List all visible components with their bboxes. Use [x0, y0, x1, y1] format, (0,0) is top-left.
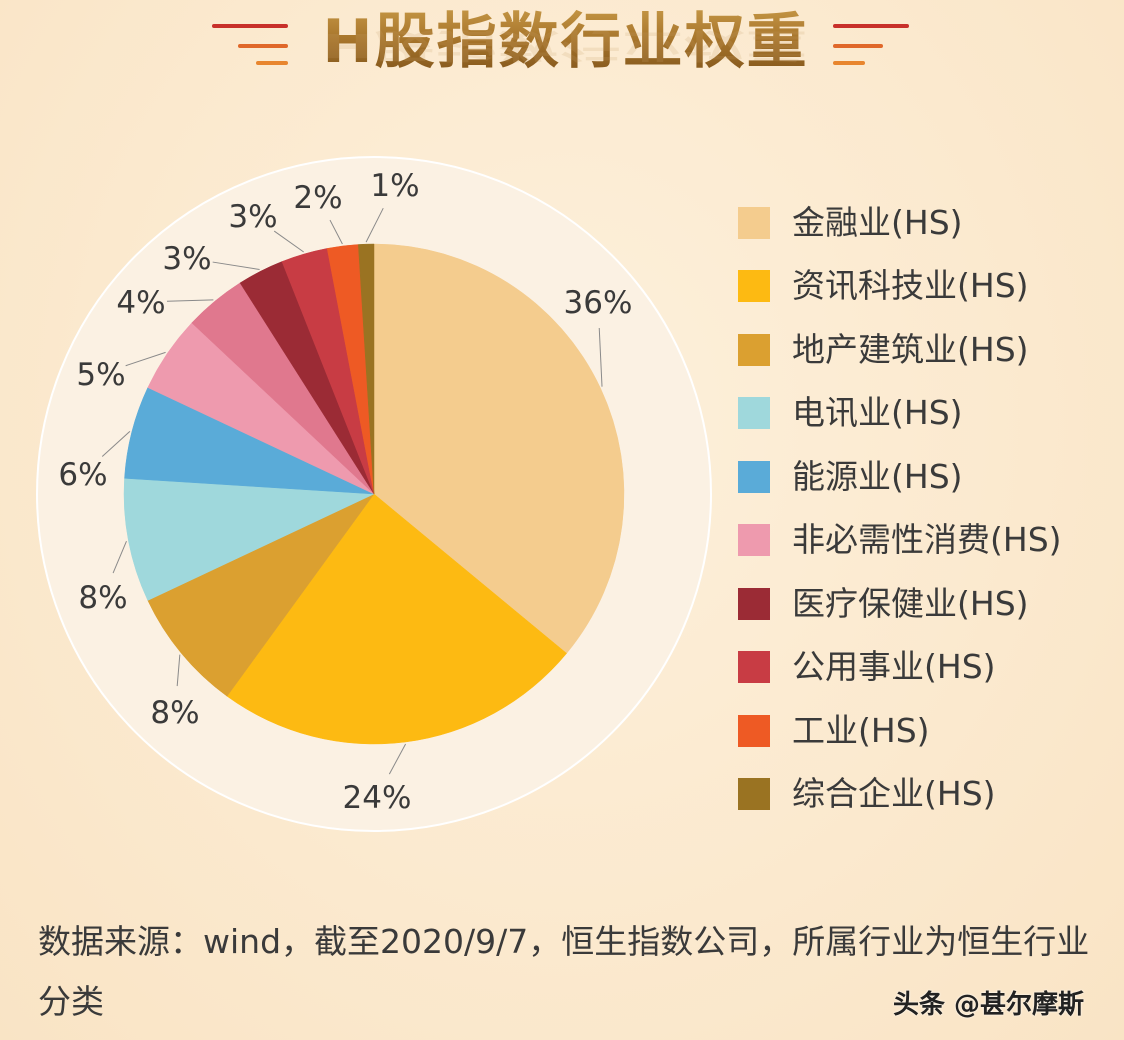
legend-label: 能源业(HS)	[792, 456, 963, 496]
leader-line	[598, 327, 603, 387]
legend-swatch	[738, 270, 770, 303]
title-decor-line-left-2	[238, 44, 288, 48]
legend-label: 电讯业(HS)	[792, 393, 963, 433]
legend-item: 公用事业(HS)	[738, 636, 1062, 700]
legend-label: 地产建筑业(HS)	[792, 329, 1029, 369]
slice-percent-label: 36%	[564, 285, 633, 321]
pie-slice	[123, 478, 375, 601]
legend-item: 综合企业(HS)	[738, 763, 1062, 827]
page-title: H股指数行业权重	[318, 4, 813, 80]
legend-label: 金融业(HS)	[792, 202, 963, 242]
title-decor-line-left-3	[256, 61, 288, 65]
legend-swatch	[738, 460, 770, 493]
legend-item: 医疗保健业(HS)	[738, 572, 1062, 636]
leader-line	[112, 541, 127, 574]
legend-swatch	[738, 333, 770, 366]
legend-label: 非必需性消费(HS)	[792, 520, 1062, 560]
legend-item: 非必需性消费(HS)	[738, 509, 1062, 573]
title-decor-line-right-1	[833, 24, 909, 28]
leader-line	[212, 261, 260, 270]
slice-percent-label: 3%	[228, 199, 277, 235]
leader-line	[101, 430, 131, 457]
source-note: 数据来源：wind，截至2020/9/7，恒生指数公司，所属行业为恒生行业分类	[38, 922, 1090, 1021]
slice-percent-label: 4%	[116, 285, 165, 321]
legend-label: 资讯科技业(HS)	[792, 266, 1029, 306]
legend-swatch	[738, 714, 770, 747]
legend-item: 资讯科技业(HS)	[738, 255, 1062, 319]
legend-swatch	[738, 206, 770, 239]
legend-label: 医疗保健业(HS)	[792, 583, 1029, 623]
slice-percent-label: 8%	[78, 580, 127, 616]
legend-label: 工业(HS)	[792, 710, 930, 750]
title-decor-line-right-2	[833, 44, 883, 48]
legend-swatch	[738, 778, 770, 811]
leader-line	[176, 654, 181, 687]
leader-line	[125, 351, 166, 367]
pie-slice	[358, 243, 375, 495]
slice-percent-label: 24%	[343, 780, 412, 816]
legend-item: 工业(HS)	[738, 699, 1062, 763]
legend-item: 金融业(HS)	[738, 191, 1062, 255]
title-decor-line-right-3	[833, 61, 865, 65]
legend-label: 综合企业(HS)	[792, 774, 996, 814]
watermark: 头条 @甚尔摩斯	[893, 990, 1085, 1020]
slice-percent-label: 5%	[76, 357, 125, 393]
slice-percent-label: 1%	[370, 168, 419, 204]
legend-item: 能源业(HS)	[738, 445, 1062, 509]
slice-percent-label: 6%	[58, 457, 107, 493]
pie-chart-svg: 36% 24% 8% 8% 6% 5% 4% 3% 3% 2% 1%	[36, 156, 712, 832]
leader-line	[166, 299, 214, 302]
pie-slice	[373, 243, 625, 654]
legend-item: 电讯业(HS)	[738, 382, 1062, 446]
legend-swatch	[738, 587, 770, 620]
chart-legend: 金融业(HS) 资讯科技业(HS) 地产建筑业(HS) 电讯业(HS) 能源业(HS) 非…	[738, 191, 1062, 826]
leader-line	[329, 219, 343, 245]
title-decor-line-left-1	[212, 24, 288, 28]
leader-line	[365, 207, 384, 243]
slice-percent-label: 8%	[150, 695, 199, 731]
legend-swatch	[738, 397, 770, 430]
pie-chart: 36% 24% 8% 8% 6% 5% 4% 3% 3% 2% 1%	[36, 156, 712, 832]
title-banner: H股指数行业权重 H股指数行业权重	[0, 0, 1124, 110]
legend-label: 公用事业(HS)	[792, 647, 996, 687]
legend-item: 地产建筑业(HS)	[738, 318, 1062, 382]
pie-slice	[147, 493, 375, 697]
leader-line	[388, 743, 407, 775]
slice-percent-label: 2%	[293, 180, 342, 216]
leader-line	[273, 230, 304, 253]
legend-swatch	[738, 524, 770, 557]
pie-slice	[226, 493, 567, 745]
slice-percent-label: 3%	[162, 241, 211, 277]
legend-swatch	[738, 651, 770, 684]
